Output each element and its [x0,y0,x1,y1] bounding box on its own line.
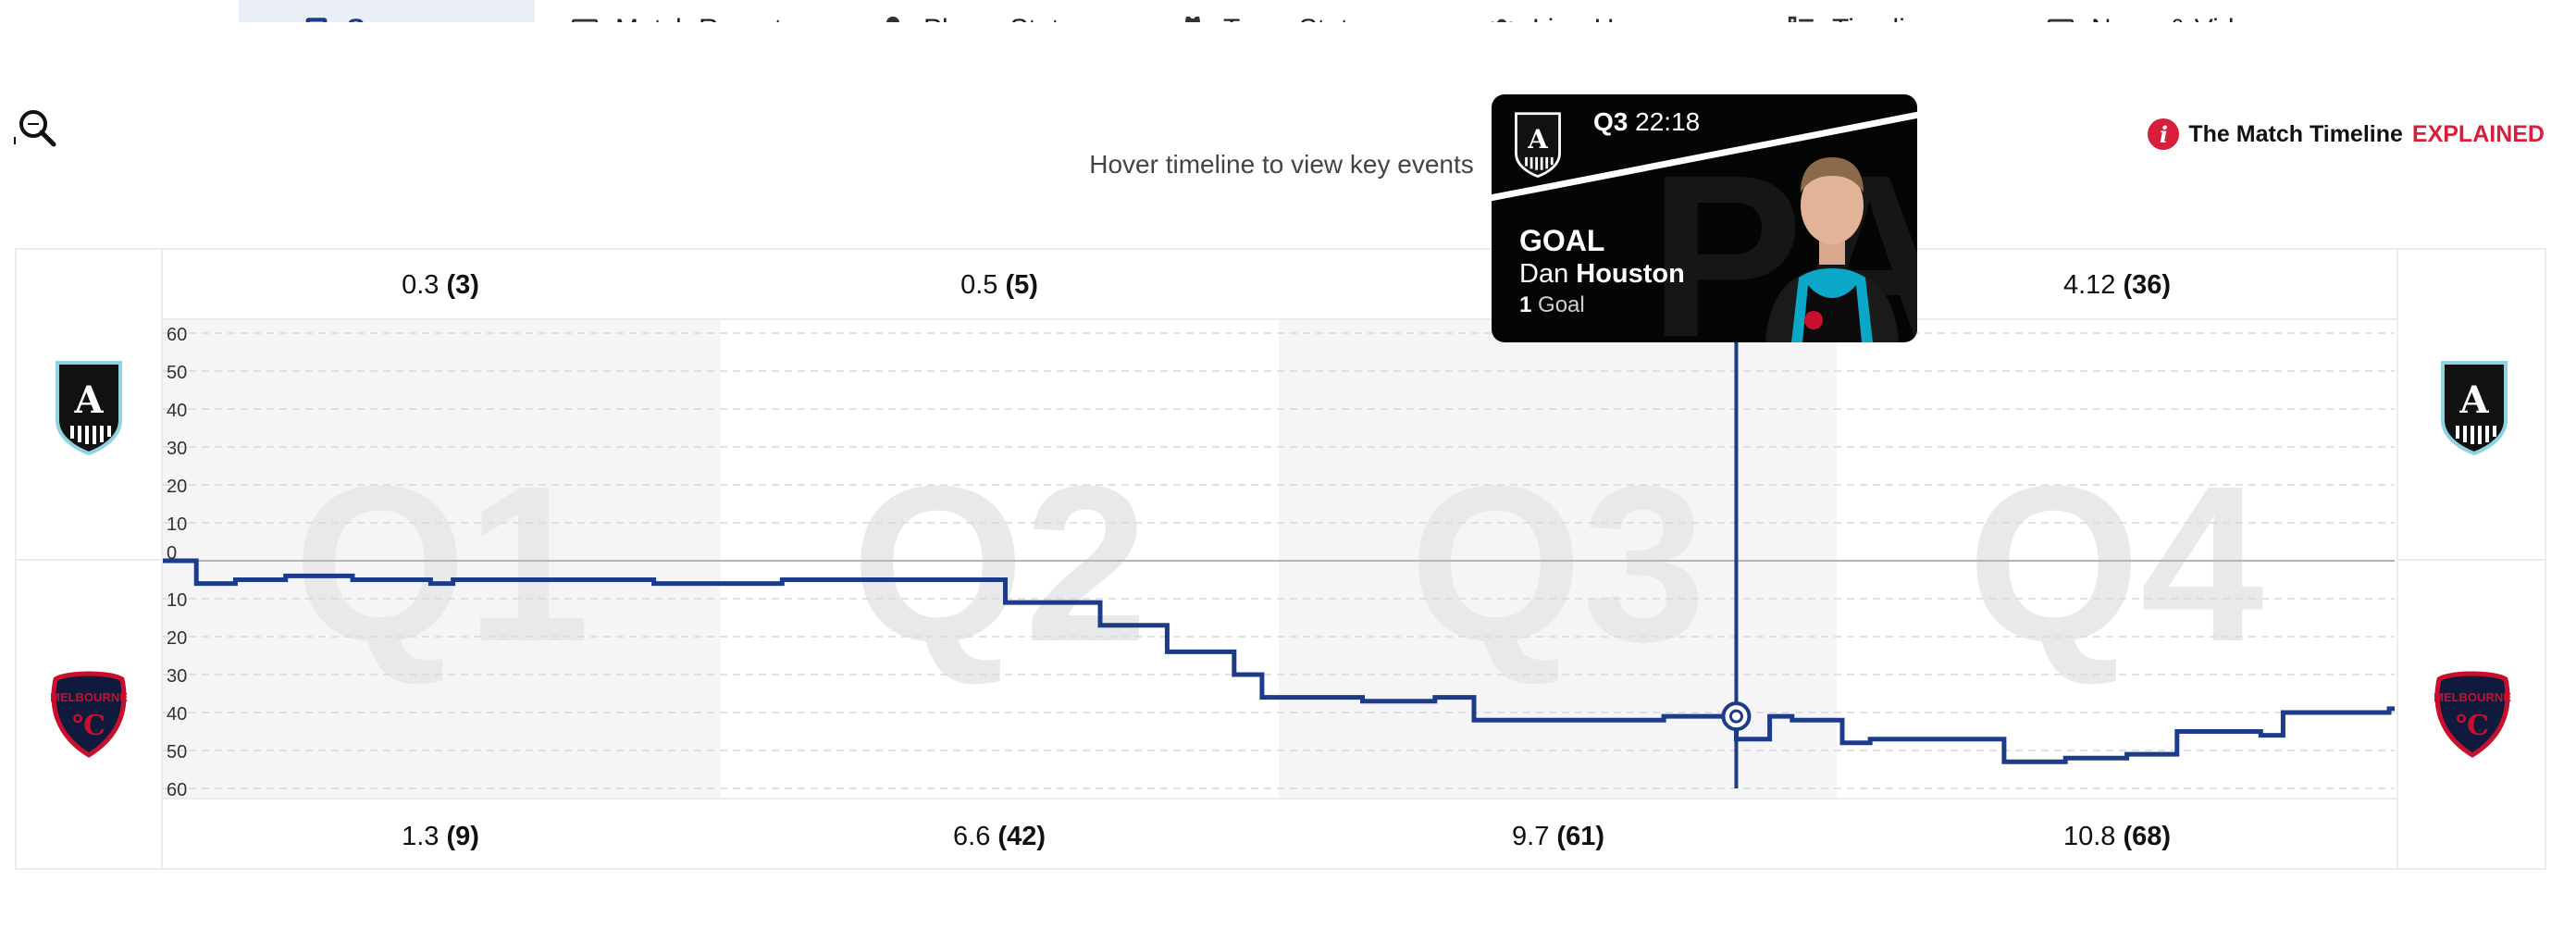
melbourne-logo-left: MELBOURNE ℃ [50,671,128,758]
quarter-shade [163,320,721,798]
event-tooltip: PA A Q3 22:18 GOAL Dan Houston 1 Goal [1492,94,1917,342]
zoom-icon[interactable] [13,104,61,152]
tooltip-player: Dan Houston [1519,259,1685,290]
tooltip-event-type: GOAL [1519,224,1605,257]
quarter-watermark: Q4 [1967,440,2263,688]
explained-highlight: EXPLAINED [2411,120,2545,147]
y-tick-label: 50 [167,742,187,762]
bottom-score-q1: 1.3 (9) [161,822,720,852]
bottom-score-q3: 9.7 (61) [1279,822,1838,852]
bottom-score-q4: 10.8 (68) [1838,822,2396,852]
y-tick-label: 20 [167,477,187,497]
bottom-score-q2: 6.6 (42) [720,822,1279,852]
tooltip-player-first: Dan [1519,259,1569,289]
score-goals-behinds: 0.3 [402,270,440,300]
event-marker [1721,701,1752,732]
bottom-score-divider [161,798,2398,799]
score-total: (3) [446,270,479,300]
melbourne-logo-text: MELBOURNE [50,690,128,704]
y-tick-label: 20 [167,628,187,649]
tooltip-quarter: Q3 [1593,107,1629,136]
y-tick-label: 40 [167,401,187,421]
tooltip-player-last: Houston [1576,259,1685,289]
tooltip-goals: 1 Goal [1519,292,1585,318]
y-tick-label: 50 [167,363,187,383]
svg-text:A: A [2458,378,2489,422]
score-total: (42) [997,822,1046,851]
y-tick-label: 10 [167,514,187,535]
y-tick-label: 40 [167,704,187,725]
logo-divider [15,559,163,561]
info-icon: i [2148,118,2180,150]
top-score-q2: 0.5 (5) [720,270,1279,301]
tooltip-clock: 22:18 [1635,107,1701,136]
margin-line [163,558,2395,764]
score-goals-behinds: 1.3 [402,822,440,851]
score-goals-behinds: 4.12 [2062,270,2116,300]
tooltip-goals-label: Goal [1538,292,1585,317]
top-score-q4: 4.12 (36) [1838,270,2396,301]
quarter-watermark: Q3 [1409,440,1705,688]
player-photo [1765,157,1899,342]
y-tick-label: 60 [167,780,187,800]
y-tick-label: 0 [167,543,177,564]
score-goals-behinds: 6.6 [953,822,991,851]
event-marker-inner [1728,709,1743,724]
score-total: (61) [1556,822,1604,851]
port-adelaide-logo-right: A [2441,361,2508,455]
explained-prefix: The Match Timeline [2188,120,2403,147]
hover-hint: Hover timeline to view key events [1089,150,1474,179]
tooltip-time: Q3 22:18 [1593,107,1700,137]
quarter-watermark: Q1 [293,440,589,688]
score-goals-behinds: 10.8 [2062,822,2116,851]
logo-divider [2396,559,2546,561]
score-goals-behinds: 0.5 [960,270,998,300]
score-total: (5) [1005,270,1038,300]
tooltip-goals-count: 1 [1519,292,1532,317]
svg-text:℃: ℃ [72,710,105,742]
melbourne-logo-right: MELBOURNE ℃ [2434,671,2511,758]
quarter-watermark: Q2 [851,440,1147,688]
y-tick-label: 60 [167,325,187,345]
y-tick-label: 30 [167,666,187,687]
top-score-q1: 0.3 (3) [161,270,720,301]
port-adelaide-logo-left: A [56,361,122,455]
melbourne-logo-text: MELBOURNE [2434,690,2511,704]
y-tick-label: 10 [167,590,187,611]
score-total: (68) [2123,822,2172,851]
timeline-explained-link[interactable]: i The Match Timeline EXPLAINED [2148,118,2545,150]
y-tick-label: 30 [167,439,187,459]
score-total: (36) [2123,270,2172,300]
svg-text:A: A [73,378,104,422]
score-goals-behinds: 9.7 [1512,822,1550,851]
top-score-divider [161,318,2398,320]
port-adelaide-logo-tooltip: A [1515,112,1561,178]
score-total: (9) [446,822,479,851]
svg-text:A: A [1527,124,1548,155]
svg-text:℃: ℃ [2456,710,2489,742]
